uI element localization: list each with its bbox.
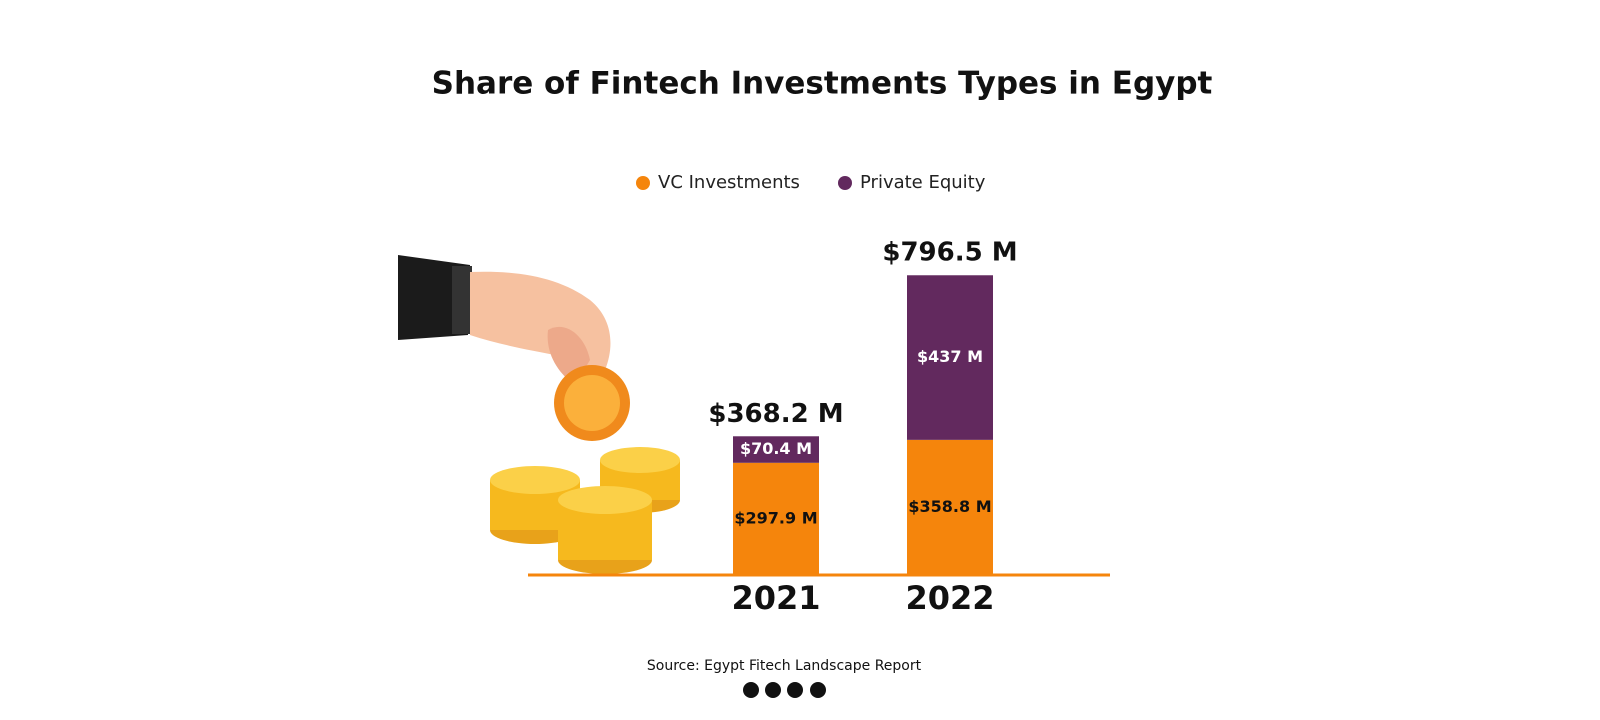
legend-label: VC Investments [658,172,800,193]
chart-title: Share of Fintech Investments Types in Eg… [432,66,1213,102]
value-label: $297.9 M [734,508,817,527]
legend-marker [838,176,852,190]
bar-segment [907,275,993,440]
bar-segment [733,462,819,575]
value-label: $437 M [917,347,983,366]
value-label: $358.8 M [908,497,991,516]
illustration [398,255,680,574]
bar-segment [907,439,993,575]
x-tick-label: 2022 [905,579,994,617]
value-label: $70.4 M [740,439,812,458]
bar-segment [733,436,819,463]
total-label: $796.5 M [882,238,1017,268]
x-tick-label: 2021 [731,579,820,617]
total-label: $368.2 M [708,399,843,429]
legend-marker [636,176,650,190]
social-icons [743,682,826,698]
legend-label: Private Equity [860,172,986,193]
source: Source: Egypt Fitech Landscape Report [647,658,922,674]
